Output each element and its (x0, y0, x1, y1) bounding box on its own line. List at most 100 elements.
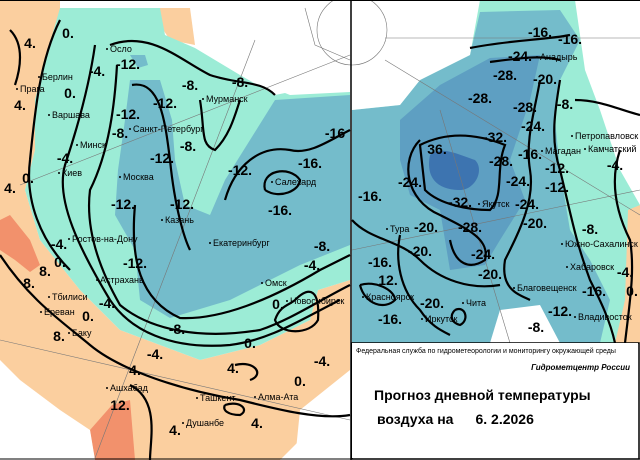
isotherm-label: -16. (518, 146, 542, 162)
isotherm-label: -28. (513, 99, 537, 115)
city-marker (536, 56, 538, 58)
city-label: Тура (390, 224, 409, 234)
isotherm-label: -24. (506, 173, 530, 189)
city-marker (38, 76, 40, 78)
city-marker (574, 316, 576, 318)
city-marker (182, 422, 184, 424)
city-label: Берлин (42, 72, 73, 82)
city-marker (40, 311, 42, 313)
city-marker (119, 176, 121, 178)
hot-region-west (0, 215, 40, 272)
isotherm-label: -24. (471, 246, 495, 262)
isotherm-label: -16. (378, 311, 402, 327)
isotherm-label: -24. (398, 174, 422, 190)
isotherm-label: -16. (528, 24, 552, 40)
city-marker (541, 150, 543, 152)
city-marker (362, 296, 364, 298)
right-polar-white (352, 0, 480, 110)
cold-pocket-oslo (130, 55, 148, 68)
city-label: Хабаровск (570, 262, 614, 272)
hot-region-south (90, 400, 135, 460)
isotherm-label: -28. (468, 90, 492, 106)
isotherm-label: -12. (123, 255, 147, 271)
isotherm-label: -20. (408, 243, 432, 259)
isotherm-label: 0. (62, 25, 74, 41)
isotherms-right (351, 33, 640, 344)
city-label: Мурманск (206, 94, 248, 104)
isotherm-label: -4. (99, 295, 115, 311)
city-label: Алма-Ата (258, 392, 298, 402)
isotherm-label: -4. (89, 63, 105, 79)
city-label: Ростов-на-Дону (72, 234, 138, 244)
isotherm-label: 12. (110, 397, 129, 413)
isotherm-label: 4. (14, 97, 26, 113)
isotherm-label: 8. (53, 328, 65, 344)
city-label: Южно-Сахалинск (565, 239, 638, 249)
isotherm-label: -20. (414, 219, 438, 235)
isotherm-label: 4. (129, 362, 141, 378)
city-marker (209, 242, 211, 244)
right-warm-corner (615, 205, 640, 343)
isotherm-label: -16. (558, 31, 582, 47)
city-marker (76, 144, 78, 146)
isotherm-label: 8. (39, 263, 51, 279)
left-map-panel: Осло Берлин Прага Варшава Минск Санкт-Петербу… (0, 0, 351, 460)
right-map-panel: Анадырь Петропавловск Камчатский Магадан Яку… (316, 0, 640, 344)
right-northeast-white (575, 0, 640, 205)
isotherm-label: 0. (64, 85, 76, 101)
cold-region (115, 80, 350, 318)
isotherm-label: -4. (57, 150, 73, 166)
agency-name: Федеральная служба по гидрометеорологии … (356, 348, 616, 355)
center-name: Гидрометцентр России (531, 363, 630, 372)
isotherm-label: 12. (378, 272, 397, 288)
forecast-subtitle: воздуха на 6. 2.2026 (377, 411, 534, 428)
isotherm-label: -4. (304, 257, 320, 273)
city-label: Чита (466, 298, 486, 308)
isotherm-label: 0. (82, 308, 94, 324)
warm-region (0, 0, 350, 460)
isotherm-label: -12. (116, 106, 140, 122)
city-label: Казань (165, 215, 194, 225)
isotherm-label: 4. (251, 415, 263, 431)
city-label: Владивосток (578, 312, 632, 322)
city-label: Санкт-Петербург (133, 124, 204, 134)
city-label: Петропавловск (575, 131, 638, 141)
city-label: Иркутск (425, 314, 458, 324)
city-marker (196, 397, 198, 399)
city-marker (68, 332, 70, 334)
city-label: Якутск (482, 199, 510, 209)
city-marker (571, 135, 573, 137)
isotherm-label: -16 (325, 125, 345, 141)
city-label: Ереван (44, 307, 75, 317)
isotherm-label: -20. (533, 71, 557, 87)
isotherm-label: -16. (582, 283, 606, 299)
city-marker (202, 98, 204, 100)
city-marker (286, 300, 288, 302)
forecast-info-box: Федеральная служба по гидрометеорологии … (352, 343, 638, 458)
city-marker (16, 88, 18, 90)
isotherm-label: -8. (528, 319, 544, 335)
isotherm-label: -24. (521, 118, 545, 134)
city-marker (462, 302, 464, 304)
isotherm-label: -8. (112, 125, 128, 141)
isotherm-label: -4. (51, 236, 67, 252)
isotherm-label: -12. (228, 162, 252, 178)
isotherm-label: -12. (545, 160, 569, 176)
graticule (0, 7, 351, 459)
city-label: Варшава (52, 110, 90, 120)
right-coldest-core (429, 150, 480, 190)
city-label: Благовещенск (517, 283, 577, 293)
city-marker (129, 128, 131, 130)
city-label: Астрахань (100, 275, 144, 285)
city-label: Москва (123, 172, 154, 182)
isotherm-label: -4. (314, 353, 330, 369)
city-label: Тбилиси (52, 292, 88, 302)
city-label: Прага (20, 84, 45, 94)
isotherm-label: 0. (54, 254, 66, 270)
warm-region-north (160, 8, 195, 45)
city-label: Анадырь (540, 52, 578, 62)
city-label: Камчатский (588, 144, 636, 154)
forecast-date: 6. 2.2026 (475, 411, 534, 427)
isotherm-label: -12. (111, 196, 135, 212)
city-marker (566, 266, 568, 268)
